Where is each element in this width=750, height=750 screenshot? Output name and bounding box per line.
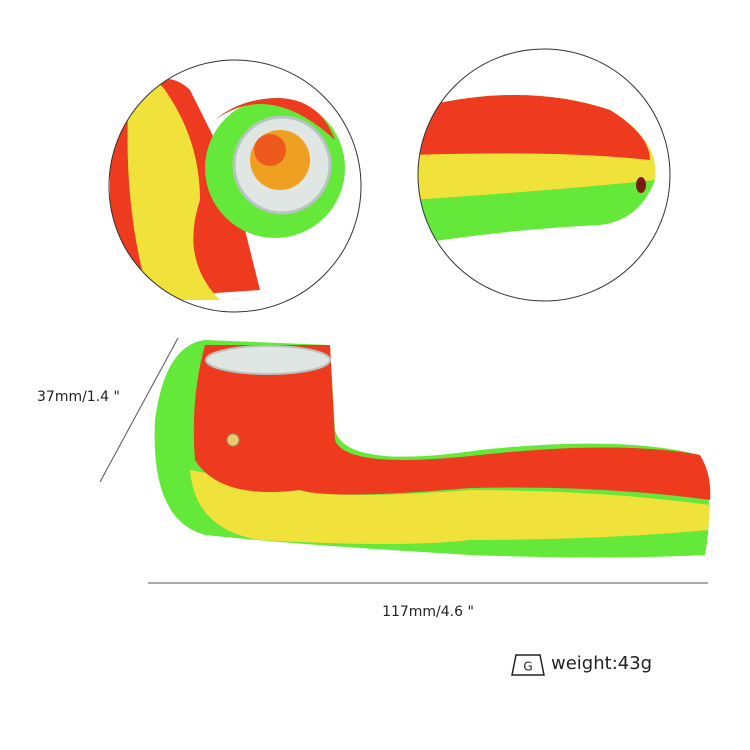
mouthpiece-closeup bbox=[418, 95, 656, 245]
pipe bbox=[154, 340, 711, 558]
bowl-closeup bbox=[110, 76, 345, 301]
weight-icon bbox=[511, 654, 545, 676]
weight-label: weight:43g bbox=[551, 653, 652, 674]
weight-icon-letter: G bbox=[523, 660, 532, 674]
height-label: 37mm/1.4 " bbox=[37, 389, 120, 405]
length-label: 117mm/4.6 " bbox=[382, 604, 474, 620]
height-dimension-line bbox=[99, 337, 179, 483]
